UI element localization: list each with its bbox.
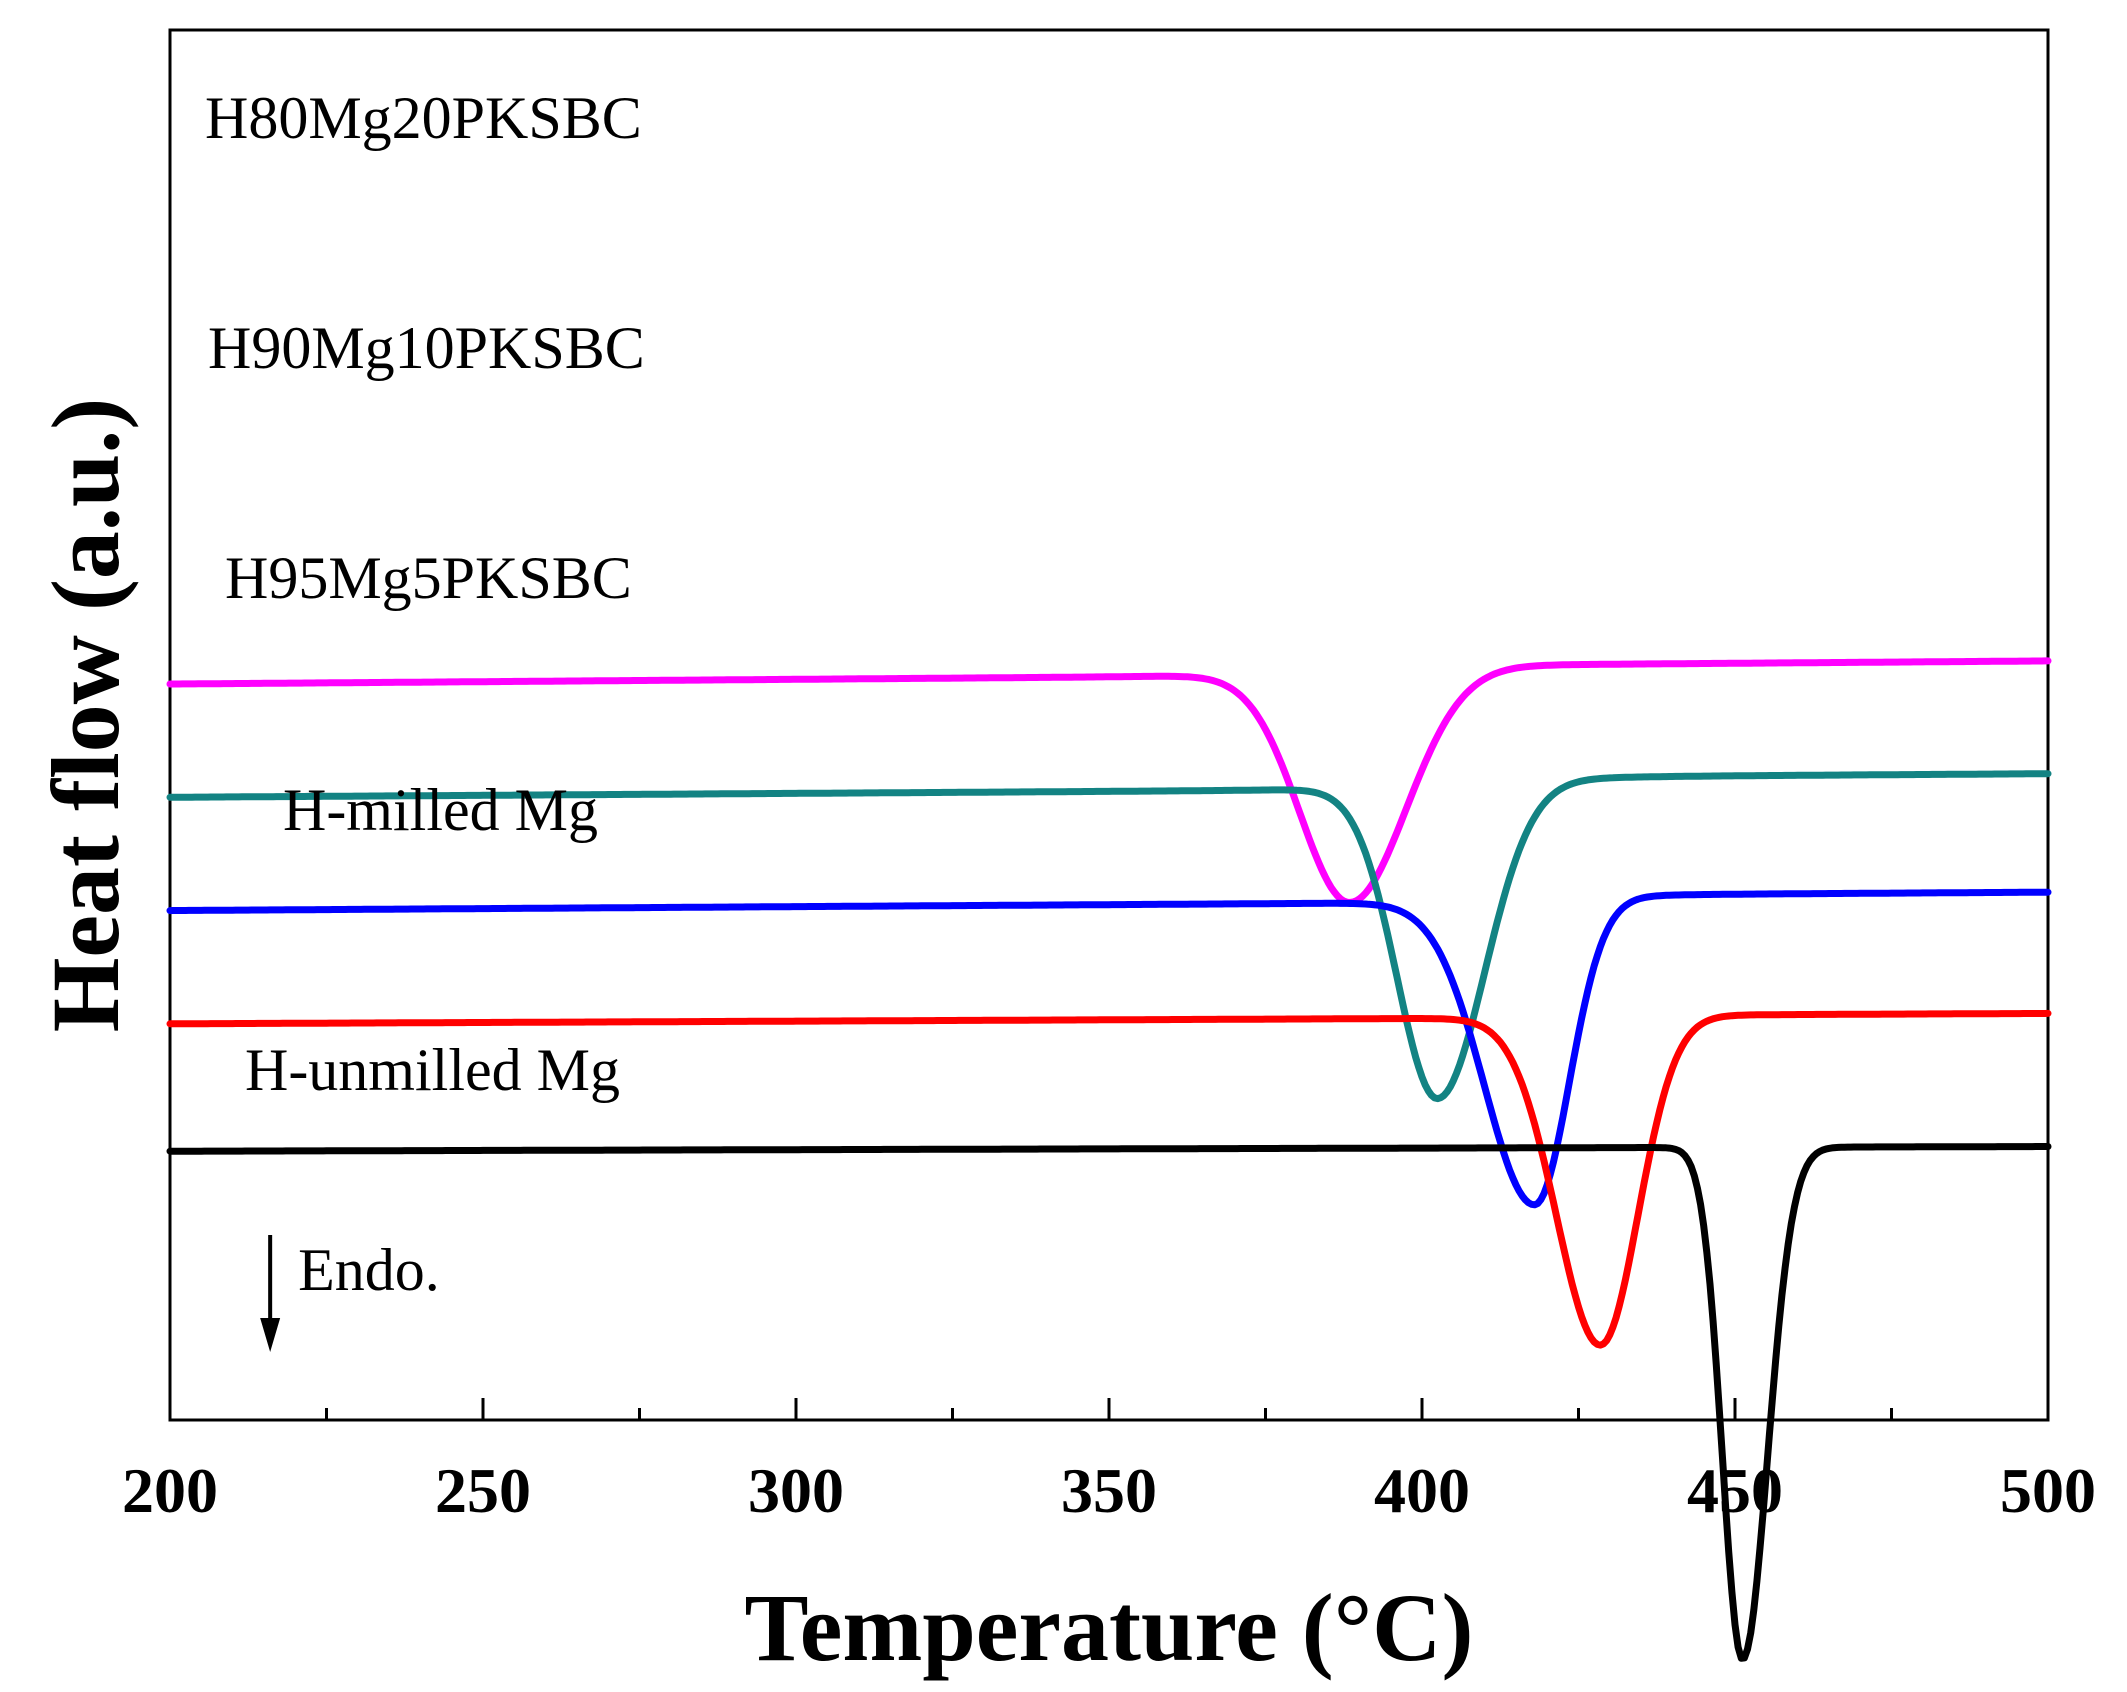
- plot-area: [168, 28, 2050, 1422]
- endo-arrow-down-icon: [260, 1318, 281, 1352]
- axes-group: 200 250 300 350 400 450 500: [122, 1398, 2096, 1526]
- annotation-group: Endo.: [260, 1235, 440, 1352]
- series-line-1: [166, 657, 2052, 906]
- x-tick-label: 450: [1687, 1455, 1783, 1526]
- series-label-2: H90Mg10PKSBC: [208, 315, 645, 381]
- y-axis-title: Heat flow (a.u.): [32, 398, 139, 1033]
- x-tick-label: 200: [122, 1455, 218, 1526]
- plot-frame: [168, 28, 2050, 1422]
- series-group: H80Mg20PKSBC H90Mg10PKSBC H95Mg5PKSBC H-mil…: [166, 85, 2052, 1662]
- series-label-5: H-unmilled Mg: [245, 1037, 620, 1103]
- x-tick-label: 500: [2000, 1455, 2096, 1526]
- x-axis-title: Temperature (°C): [745, 1574, 1474, 1681]
- series-label-3: H95Mg5PKSBC: [225, 545, 632, 611]
- x-tick-label: 350: [1061, 1455, 1157, 1526]
- series-line-4: [166, 1009, 2052, 1349]
- x-tick-label: 250: [435, 1455, 531, 1526]
- series-label-4: H-milled Mg: [283, 777, 598, 843]
- x-tick-label: 400: [1374, 1455, 1470, 1526]
- x-tick-label: 300: [748, 1455, 844, 1526]
- series-line-2: [166, 770, 2052, 1103]
- series-line-3: [166, 888, 2052, 1209]
- series-line-5: [166, 1143, 2052, 1662]
- endo-label: Endo.: [298, 1237, 440, 1303]
- series-label-1: H80Mg20PKSBC: [205, 85, 642, 151]
